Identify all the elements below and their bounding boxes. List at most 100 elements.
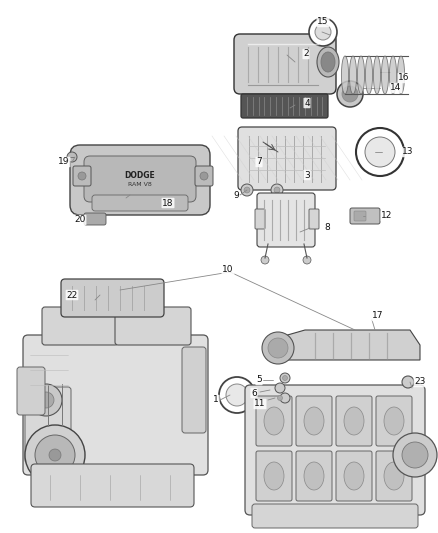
Circle shape xyxy=(337,81,363,107)
Ellipse shape xyxy=(397,56,405,94)
FancyBboxPatch shape xyxy=(234,34,336,94)
Ellipse shape xyxy=(384,462,404,490)
FancyBboxPatch shape xyxy=(25,387,71,463)
Circle shape xyxy=(25,425,85,485)
Circle shape xyxy=(280,393,290,403)
Circle shape xyxy=(49,449,61,461)
Ellipse shape xyxy=(264,462,284,490)
Ellipse shape xyxy=(389,56,396,94)
FancyBboxPatch shape xyxy=(245,385,425,515)
Ellipse shape xyxy=(357,56,364,94)
Ellipse shape xyxy=(317,47,339,77)
Ellipse shape xyxy=(264,407,284,435)
Circle shape xyxy=(244,187,250,193)
Text: 3: 3 xyxy=(304,171,310,180)
Ellipse shape xyxy=(344,407,364,435)
Circle shape xyxy=(274,187,280,193)
Text: 4: 4 xyxy=(304,99,310,108)
FancyBboxPatch shape xyxy=(296,396,332,446)
FancyBboxPatch shape xyxy=(238,127,336,190)
Circle shape xyxy=(262,332,294,364)
Text: 23: 23 xyxy=(414,377,426,386)
Text: 22: 22 xyxy=(67,290,78,300)
Text: 10: 10 xyxy=(222,265,234,274)
Text: 8: 8 xyxy=(324,223,330,232)
Ellipse shape xyxy=(304,462,324,490)
Text: 13: 13 xyxy=(402,148,414,157)
FancyBboxPatch shape xyxy=(256,451,292,501)
FancyBboxPatch shape xyxy=(255,209,265,229)
Circle shape xyxy=(280,373,290,383)
FancyBboxPatch shape xyxy=(84,156,196,202)
Circle shape xyxy=(241,184,253,196)
Circle shape xyxy=(365,137,395,167)
Circle shape xyxy=(303,256,311,264)
Text: 19: 19 xyxy=(58,157,70,166)
Ellipse shape xyxy=(350,56,357,94)
Ellipse shape xyxy=(365,56,373,94)
Text: 17: 17 xyxy=(372,311,384,320)
Circle shape xyxy=(271,184,283,196)
FancyBboxPatch shape xyxy=(252,504,418,528)
Text: 20: 20 xyxy=(74,215,86,224)
FancyBboxPatch shape xyxy=(256,396,292,446)
FancyBboxPatch shape xyxy=(376,396,412,446)
FancyBboxPatch shape xyxy=(23,335,208,475)
FancyBboxPatch shape xyxy=(336,451,372,501)
FancyBboxPatch shape xyxy=(92,195,188,211)
FancyBboxPatch shape xyxy=(61,279,164,317)
Polygon shape xyxy=(270,330,420,360)
Text: DODGE: DODGE xyxy=(125,172,155,181)
FancyBboxPatch shape xyxy=(182,347,206,433)
FancyBboxPatch shape xyxy=(73,166,91,186)
FancyBboxPatch shape xyxy=(70,145,210,215)
FancyBboxPatch shape xyxy=(296,451,332,501)
Text: 12: 12 xyxy=(381,212,393,221)
FancyBboxPatch shape xyxy=(336,396,372,446)
FancyBboxPatch shape xyxy=(195,166,213,186)
Circle shape xyxy=(67,152,77,162)
Circle shape xyxy=(342,86,358,102)
Circle shape xyxy=(35,435,75,475)
Circle shape xyxy=(268,338,288,358)
FancyBboxPatch shape xyxy=(115,307,191,345)
Text: 14: 14 xyxy=(390,84,402,93)
FancyBboxPatch shape xyxy=(31,464,194,507)
Circle shape xyxy=(315,24,331,40)
Ellipse shape xyxy=(321,52,335,72)
Circle shape xyxy=(283,376,287,381)
Circle shape xyxy=(200,172,208,180)
Circle shape xyxy=(275,383,285,393)
Ellipse shape xyxy=(381,56,389,94)
FancyBboxPatch shape xyxy=(17,367,45,415)
Circle shape xyxy=(393,433,437,477)
Circle shape xyxy=(78,172,86,180)
FancyBboxPatch shape xyxy=(257,193,315,247)
Text: 11: 11 xyxy=(254,400,266,408)
Ellipse shape xyxy=(341,56,349,94)
FancyBboxPatch shape xyxy=(84,213,106,225)
Text: 6: 6 xyxy=(251,389,257,398)
Text: 15: 15 xyxy=(317,18,329,27)
Circle shape xyxy=(402,376,414,388)
Circle shape xyxy=(309,18,337,46)
Text: 5: 5 xyxy=(256,376,262,384)
Circle shape xyxy=(30,384,62,416)
Circle shape xyxy=(402,442,428,468)
Text: RAM V8: RAM V8 xyxy=(128,182,152,188)
FancyBboxPatch shape xyxy=(354,211,366,221)
Text: 9: 9 xyxy=(233,190,239,199)
Text: 16: 16 xyxy=(398,74,410,83)
Ellipse shape xyxy=(304,407,324,435)
Text: 2: 2 xyxy=(303,50,309,59)
Text: 18: 18 xyxy=(162,198,174,207)
Ellipse shape xyxy=(344,462,364,490)
Ellipse shape xyxy=(374,56,381,94)
Circle shape xyxy=(278,395,283,400)
Circle shape xyxy=(219,377,255,413)
Text: 1: 1 xyxy=(213,395,219,405)
Circle shape xyxy=(226,384,248,406)
FancyBboxPatch shape xyxy=(376,451,412,501)
FancyBboxPatch shape xyxy=(350,208,380,224)
Circle shape xyxy=(356,128,404,176)
